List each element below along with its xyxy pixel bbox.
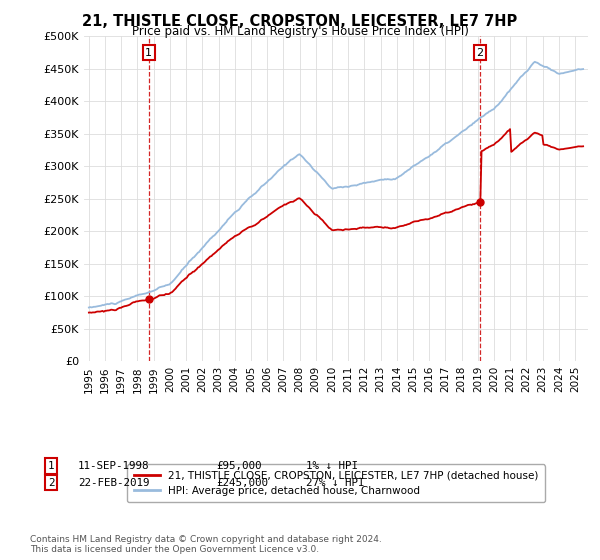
Text: 27% ↓ HPI: 27% ↓ HPI [306, 478, 365, 488]
Text: 22-FEB-2019: 22-FEB-2019 [78, 478, 149, 488]
Text: 1: 1 [145, 48, 152, 58]
Text: 1% ↓ HPI: 1% ↓ HPI [306, 461, 358, 471]
Text: £95,000: £95,000 [216, 461, 262, 471]
Text: 2: 2 [48, 478, 54, 488]
Text: 21, THISTLE CLOSE, CROPSTON, LEICESTER, LE7 7HP: 21, THISTLE CLOSE, CROPSTON, LEICESTER, … [82, 14, 518, 29]
Text: Contains HM Land Registry data © Crown copyright and database right 2024.
This d: Contains HM Land Registry data © Crown c… [30, 535, 382, 554]
Text: 1: 1 [48, 461, 54, 471]
Text: Price paid vs. HM Land Registry's House Price Index (HPI): Price paid vs. HM Land Registry's House … [131, 25, 469, 38]
Text: 11-SEP-1998: 11-SEP-1998 [78, 461, 149, 471]
Legend: 21, THISTLE CLOSE, CROPSTON, LEICESTER, LE7 7HP (detached house), HPI: Average p: 21, THISTLE CLOSE, CROPSTON, LEICESTER, … [127, 464, 545, 502]
Text: £245,000: £245,000 [216, 478, 268, 488]
Text: 2: 2 [476, 48, 484, 58]
